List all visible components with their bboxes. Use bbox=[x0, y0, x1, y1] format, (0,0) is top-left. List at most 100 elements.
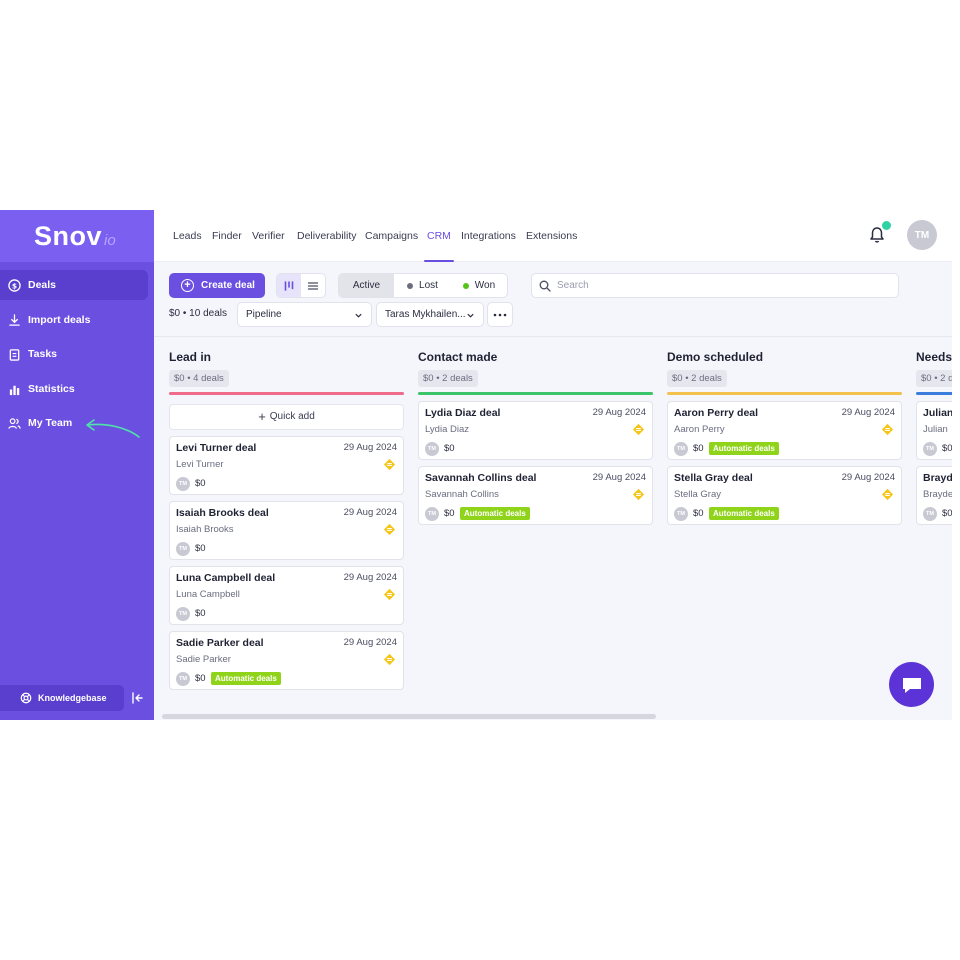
logo-text: Snov bbox=[34, 220, 103, 251]
logo[interactable]: Snov io bbox=[0, 210, 154, 262]
nav-campaigns[interactable]: Campaigns bbox=[365, 230, 419, 242]
sidebar-item-label: Statistics bbox=[28, 383, 75, 395]
tab-label: Active bbox=[352, 280, 381, 291]
automatic-deals-tag: Automatic deals bbox=[709, 506, 779, 520]
column-contact-made: Contact made $0 • 2 deals Lydia Diaz dea… bbox=[418, 350, 654, 525]
deal-card[interactable]: Stella Gray deal 29 Aug 2024 Stella Gray… bbox=[667, 465, 902, 525]
column-needs: Needs $0 • 2 d Julian Julian TM $0 Brayd… bbox=[916, 350, 952, 525]
chat-icon bbox=[902, 677, 921, 693]
deal-owner-avatar: TM bbox=[176, 476, 190, 491]
create-deal-label: Create deal bbox=[201, 280, 255, 291]
priority-icon bbox=[383, 523, 396, 535]
pointer-arrow-icon bbox=[86, 419, 140, 438]
column-summary: $0 • 4 deals bbox=[169, 370, 229, 387]
deal-date: 29 Aug 2024 bbox=[343, 636, 397, 648]
tab-active[interactable]: Active bbox=[339, 274, 394, 297]
column-title: Needs bbox=[916, 350, 952, 364]
deal-card[interactable]: Savannah Collins deal 29 Aug 2024 Savann… bbox=[418, 465, 653, 525]
divider bbox=[154, 336, 952, 337]
owner-select[interactable]: Taras Mykhailen... bbox=[376, 302, 484, 327]
list-view-button[interactable] bbox=[301, 274, 325, 297]
deal-card[interactable]: Sadie Parker deal 29 Aug 2024 Sadie Park… bbox=[169, 630, 404, 690]
column-title: Demo scheduled bbox=[667, 350, 764, 364]
automatic-deals-tag: Automatic deals bbox=[709, 441, 779, 455]
sidebar-item-my-team[interactable]: My Team bbox=[0, 408, 148, 438]
deal-card[interactable]: Isaiah Brooks deal 29 Aug 2024 Isaiah Br… bbox=[169, 500, 404, 560]
tab-lost[interactable]: Lost bbox=[394, 274, 451, 297]
deal-date: 29 Aug 2024 bbox=[343, 506, 397, 518]
deal-owner-avatar: TM bbox=[176, 541, 190, 556]
nav-extensions[interactable]: Extensions bbox=[526, 230, 578, 242]
nav-verifier[interactable]: Verifier bbox=[252, 230, 285, 242]
sidebar-item-import-deals[interactable]: Import deals bbox=[0, 305, 148, 335]
column-title: Lead in bbox=[169, 350, 212, 364]
deal-title: Julian bbox=[923, 406, 952, 419]
bell-icon[interactable] bbox=[869, 226, 885, 244]
deal-person: Stella Gray bbox=[674, 488, 721, 500]
quick-add-button[interactable]: + Quick add bbox=[169, 403, 404, 430]
deal-title: Sadie Parker deal bbox=[176, 636, 264, 649]
knowledgebase-button[interactable]: Knowledgebase bbox=[0, 685, 124, 711]
deal-amount: $0 bbox=[195, 672, 206, 684]
column-demo-scheduled: Demo scheduled $0 • 2 deals Aaron Perry … bbox=[667, 350, 903, 525]
kanban-icon bbox=[284, 280, 294, 291]
sidebar-item-deals[interactable]: $ Deals bbox=[0, 270, 148, 300]
lost-dot-icon bbox=[407, 282, 414, 289]
deal-title: Brayde bbox=[923, 471, 952, 484]
deal-amount: $0 bbox=[942, 507, 952, 519]
deal-card[interactable]: Julian Julian TM $0 bbox=[916, 400, 952, 460]
more-options-button[interactable] bbox=[487, 302, 513, 327]
nav-integrations[interactable]: Integrations bbox=[461, 230, 516, 242]
deal-card[interactable]: Levi Turner deal 29 Aug 2024 Levi Turner… bbox=[169, 435, 404, 495]
nav-crm[interactable]: CRM bbox=[424, 210, 454, 262]
deal-card[interactable]: Lydia Diaz deal 29 Aug 2024 Lydia Diaz T… bbox=[418, 400, 653, 460]
sidebar: Snov io $ Deals Import deals Tasks Sta bbox=[0, 210, 154, 720]
deal-card[interactable]: Luna Campbell deal 29 Aug 2024 Luna Camp… bbox=[169, 565, 404, 625]
deal-title: Stella Gray deal bbox=[674, 471, 753, 484]
bar-chart-icon bbox=[8, 383, 21, 396]
deal-amount: $0 bbox=[444, 507, 455, 519]
deal-owner-avatar: TM bbox=[425, 506, 439, 521]
chat-button[interactable] bbox=[889, 662, 934, 707]
priority-icon bbox=[383, 458, 396, 470]
board-view-button[interactable] bbox=[277, 274, 301, 297]
search-input[interactable]: Search bbox=[531, 273, 899, 298]
nav-deliverability[interactable]: Deliverability bbox=[297, 230, 357, 242]
quick-add-label: Quick add bbox=[269, 411, 315, 422]
deal-person: Luna Campbell bbox=[176, 588, 240, 600]
deal-person: Lydia Diaz bbox=[425, 423, 470, 435]
deal-owner-avatar: TM bbox=[923, 506, 937, 521]
sidebar-item-tasks[interactable]: Tasks bbox=[0, 339, 148, 369]
owner-select-value: Taras Mykhailen... bbox=[385, 309, 466, 320]
pipeline-select[interactable]: Pipeline bbox=[237, 302, 372, 327]
users-icon bbox=[8, 417, 21, 430]
won-dot-icon bbox=[462, 282, 469, 289]
user-avatar[interactable]: TM bbox=[907, 220, 937, 250]
horizontal-scrollbar[interactable] bbox=[162, 714, 656, 719]
list-icon bbox=[307, 281, 319, 290]
nav-finder[interactable]: Finder bbox=[212, 230, 242, 242]
sidebar-item-statistics[interactable]: Statistics bbox=[0, 374, 148, 404]
collapse-sidebar-icon[interactable] bbox=[131, 691, 145, 705]
column-lead-in: Lead in $0 • 4 deals + Quick add Levi Tu… bbox=[169, 350, 405, 690]
deal-card[interactable]: Brayde Brayde TM $0 bbox=[916, 465, 952, 525]
notification-dot bbox=[882, 221, 891, 230]
create-deal-button[interactable]: + Create deal bbox=[169, 273, 265, 298]
nav-leads[interactable]: Leads bbox=[173, 230, 202, 242]
deal-amount: $0 bbox=[942, 442, 952, 454]
sidebar-item-label: Deals bbox=[28, 279, 57, 291]
deal-person: Levi Turner bbox=[176, 458, 224, 470]
tab-won[interactable]: Won bbox=[451, 274, 507, 297]
deal-card[interactable]: Aaron Perry deal 29 Aug 2024 Aaron Perry… bbox=[667, 400, 902, 460]
chevron-down-icon bbox=[355, 313, 362, 318]
deal-person: Sadie Parker bbox=[176, 653, 231, 665]
pipeline-select-value: Pipeline bbox=[246, 309, 282, 320]
deal-amount: $0 bbox=[195, 607, 206, 619]
svg-text:$: $ bbox=[12, 281, 17, 290]
dollar-icon: $ bbox=[8, 278, 21, 292]
deal-amount: $0 bbox=[195, 542, 206, 554]
column-color-bar bbox=[169, 392, 404, 395]
deal-owner-avatar: TM bbox=[674, 441, 688, 456]
top-navigation: Leads Finder Verifier Deliverability Cam… bbox=[154, 210, 952, 262]
search-placeholder: Search bbox=[557, 280, 589, 291]
